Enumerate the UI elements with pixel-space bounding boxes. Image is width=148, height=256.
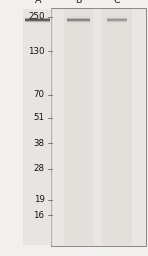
- Bar: [107, 19, 127, 20]
- Bar: [25, 19, 50, 20]
- Text: 250: 250: [28, 12, 44, 21]
- Bar: [107, 16, 127, 18]
- Text: 19: 19: [34, 195, 44, 204]
- Bar: [23, 9, 53, 245]
- Bar: [107, 20, 127, 21]
- Text: 38: 38: [33, 139, 44, 148]
- Bar: [67, 23, 90, 24]
- Bar: [102, 9, 132, 245]
- Bar: [67, 21, 90, 22]
- Bar: [25, 17, 50, 19]
- Bar: [67, 17, 90, 19]
- Bar: [25, 18, 50, 19]
- Bar: [25, 21, 50, 22]
- Bar: [67, 22, 90, 23]
- Bar: [107, 21, 127, 22]
- Bar: [67, 19, 90, 20]
- Bar: [67, 20, 90, 21]
- Text: 28: 28: [33, 164, 44, 174]
- Text: C: C: [114, 0, 120, 5]
- Bar: [107, 18, 127, 19]
- Bar: [25, 20, 50, 21]
- Text: 51: 51: [33, 113, 44, 122]
- Text: 16: 16: [33, 210, 44, 220]
- Bar: [107, 23, 127, 24]
- Text: B: B: [75, 0, 82, 5]
- Bar: [51, 8, 146, 246]
- Bar: [64, 9, 93, 245]
- Bar: [25, 16, 50, 18]
- Bar: [25, 23, 50, 24]
- Text: 70: 70: [33, 90, 44, 99]
- Text: 130: 130: [28, 47, 44, 56]
- Text: kDa: kDa: [22, 0, 44, 2]
- Text: A: A: [34, 0, 41, 5]
- Bar: [107, 22, 127, 23]
- Bar: [67, 18, 90, 19]
- Bar: [107, 17, 127, 19]
- Bar: [25, 22, 50, 23]
- Bar: [67, 16, 90, 18]
